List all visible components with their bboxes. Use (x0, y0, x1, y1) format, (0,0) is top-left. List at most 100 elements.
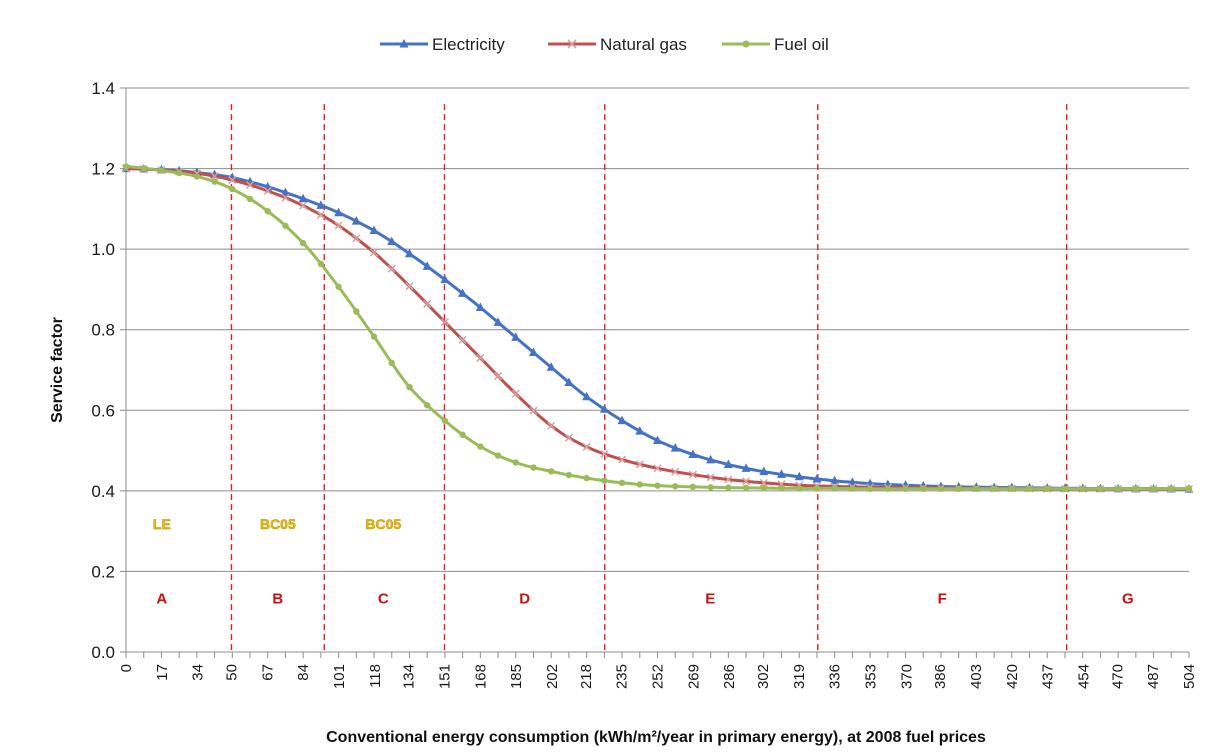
x-tick-label: 168 (472, 664, 489, 689)
x-tick-label: 151 (436, 664, 453, 689)
marker-natural-gas (316, 210, 325, 219)
marker-fuel-oil (282, 222, 289, 229)
marker-electricity (528, 347, 538, 356)
marker-natural-gas (635, 460, 644, 469)
x-tick-label: 67 (259, 664, 276, 681)
marker-electricity (458, 288, 468, 297)
x-tick-label: 487 (1145, 664, 1162, 689)
marker-fuel-oil (299, 239, 307, 247)
marker-natural-gas (423, 299, 432, 308)
marker-fuel-oil (689, 483, 697, 491)
x-tick-label: 437 (1040, 664, 1057, 689)
marker-electricity (298, 193, 308, 203)
marker-natural-gas (742, 477, 751, 486)
y-axis-title: Service factor (49, 317, 66, 423)
marker-fuel-oil (1044, 485, 1051, 493)
marker-fuel-oil (849, 485, 856, 492)
x-tick-label: 420 (1004, 664, 1021, 689)
marker-fuel-oil (884, 485, 892, 493)
y-tick-label: 1.0 (91, 240, 115, 259)
y-tick-label: 1.4 (91, 79, 115, 98)
marker-fuel-oil (813, 485, 821, 492)
marker-natural-gas (706, 473, 715, 482)
x-tick-label: 370 (898, 664, 915, 689)
y-tick-label: 0.2 (91, 562, 115, 581)
marker-natural-gas (547, 421, 556, 430)
marker-fuel-oil (955, 485, 962, 493)
marker-electricity (404, 248, 414, 258)
marker-electricity (741, 463, 751, 472)
marker-electricity (617, 415, 627, 425)
marker-fuel-oil (565, 471, 573, 479)
y-tick-label: 0.0 (91, 643, 115, 662)
y-tick-label: 0.8 (91, 321, 115, 340)
legend-marker (567, 39, 577, 49)
marker-natural-gas (582, 442, 591, 451)
x-tick-label: 202 (544, 664, 561, 689)
marker-fuel-oil (937, 485, 945, 493)
marker-electricity (599, 404, 609, 413)
annotations: A B C D E F G LE BC05 BC05 (153, 516, 1134, 608)
y-tick-label: 0.4 (91, 482, 115, 501)
x-tick-label: 0 (118, 664, 135, 672)
marker-natural-gas (387, 264, 396, 273)
class-label-a: A (156, 591, 167, 608)
marker-fuel-oil (193, 173, 201, 180)
legend: Electricity Natural gas Fuel oil (380, 35, 829, 54)
marker-fuel-oil (1061, 485, 1069, 493)
marker-electricity (511, 332, 521, 341)
marker-fuel-oil (866, 485, 874, 493)
marker-electricity (369, 225, 379, 235)
y-tick-label: 1.2 (91, 160, 115, 179)
marker-natural-gas (352, 234, 361, 243)
x-tick-label: 504 (1181, 664, 1198, 689)
marker-electricity (759, 466, 769, 476)
marker-electricity (422, 261, 432, 270)
marker-fuel-oil (122, 163, 130, 170)
marker-fuel-oil (548, 468, 555, 475)
marker-natural-gas (671, 467, 680, 476)
x-tick-label: 454 (1076, 664, 1093, 689)
x-tick-label: 34 (190, 664, 207, 681)
marker-electricity (670, 443, 680, 452)
zone-label: BC05 (260, 516, 296, 532)
class-label-g: G (1122, 591, 1134, 608)
marker-fuel-oil (494, 452, 502, 459)
class-label-f: F (938, 591, 947, 608)
marker-fuel-oil (175, 169, 183, 177)
legend-entry-electricity: Electricity (380, 35, 505, 54)
marker-fuel-oil (1079, 485, 1086, 493)
marker-fuel-oil (229, 185, 236, 193)
marker-natural-gas (529, 406, 538, 415)
x-tick-label: 17 (154, 664, 171, 681)
marker-electricity (546, 362, 556, 371)
x-tick-label: 185 (508, 664, 525, 689)
class-label-d: D (519, 591, 530, 608)
marker-natural-gas (476, 353, 485, 362)
marker-fuel-oil (920, 485, 927, 493)
marker-fuel-oil (353, 308, 360, 315)
marker-electricity (653, 435, 662, 444)
marker-electricity (777, 469, 787, 478)
marker-fuel-oil (1168, 485, 1175, 493)
y-axis: 0.0 0.2 0.4 0.6 0.8 1.0 1.2 1.4 (91, 79, 127, 662)
marker-natural-gas (494, 372, 503, 381)
marker-fuel-oil (459, 431, 466, 438)
x-tick-label: 50 (223, 664, 240, 681)
marker-natural-gas (228, 176, 237, 185)
x-tick-label: 235 (614, 664, 631, 689)
marker-electricity (582, 391, 592, 401)
x-axis: 0 17 34 50 67 84 101 118 134 151 168 185 202 218 235 25… (118, 652, 1198, 689)
marker-electricity (635, 426, 645, 435)
marker-fuel-oil (530, 464, 537, 471)
zone-label: LE (153, 516, 171, 532)
marker-fuel-oil (441, 417, 449, 424)
marker-natural-gas (405, 282, 414, 291)
marker-fuel-oil (601, 477, 608, 484)
marker-natural-gas (564, 433, 573, 442)
marker-natural-gas (263, 186, 272, 195)
marker-fuel-oil (264, 207, 271, 215)
legend-marker (399, 39, 409, 48)
y-tick-label: 0.6 (91, 401, 115, 420)
